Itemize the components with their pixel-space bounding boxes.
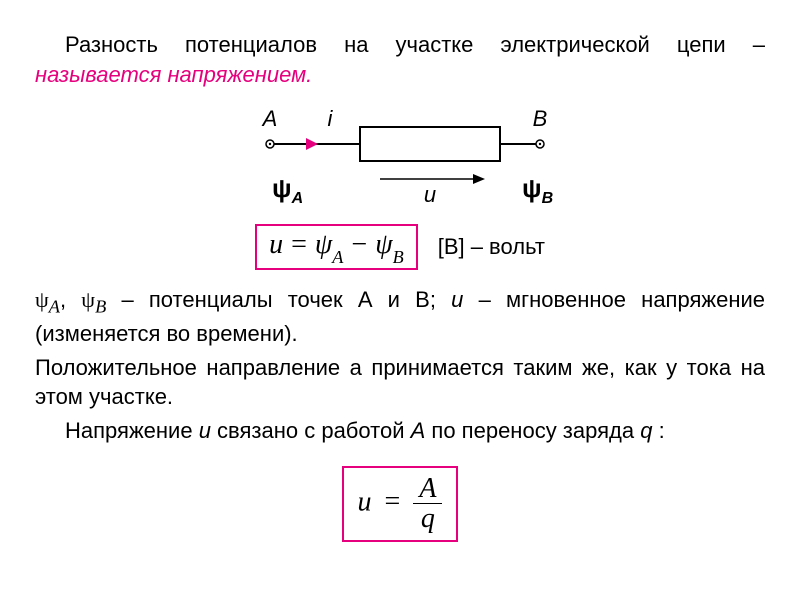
f1-lhs: u (269, 229, 283, 261)
unit-label: [В] – вольт (438, 234, 545, 260)
f1-psiA: ψA (315, 229, 344, 265)
formula2-row: u = A q (35, 466, 765, 542)
f2-lhs: u (358, 486, 372, 517)
definitions-paragraph: ψA, ψB – потенциалы точек А и В; u – мгн… (35, 285, 765, 349)
circuit-diagram: A B i u ψA ψB (35, 99, 765, 219)
f2-num: A (413, 474, 442, 504)
formula1-row: u = ψA − ψB [В] – вольт (35, 224, 765, 270)
label-A: A (261, 106, 278, 131)
intro-text: Разность потенциалов на участке электрич… (65, 32, 765, 57)
label-psiA: ψA (272, 173, 303, 207)
direction-paragraph: Положительное направление а принимается … (35, 353, 765, 412)
formula2-box: u = A q (342, 466, 459, 542)
f1-psiB: ψB (375, 229, 404, 265)
intro-emphasis: называется напряжением. (35, 62, 312, 87)
formula1-box: u = ψA − ψB (255, 224, 418, 270)
p2-psiA: ψA (35, 287, 60, 312)
label-B: B (533, 106, 548, 131)
p2-u: u (451, 287, 463, 312)
label-i: i (328, 106, 334, 131)
f2-eq: = (385, 486, 401, 517)
label-u: u (424, 182, 436, 207)
f1-eq: = (291, 229, 307, 261)
work-paragraph: Напряжение u связано с работой А по пере… (35, 416, 765, 446)
f1-minus: − (351, 229, 367, 261)
p4-A: А (411, 418, 426, 443)
label-psiB: ψB (522, 173, 553, 207)
intro-paragraph: Разность потенциалов на участке электрич… (35, 30, 765, 89)
p2-psiB: ψB (81, 287, 106, 312)
f2-fraction: A q (413, 474, 442, 534)
p4-u: u (199, 418, 211, 443)
f2-den: q (413, 504, 442, 533)
p4-q: q (640, 418, 652, 443)
